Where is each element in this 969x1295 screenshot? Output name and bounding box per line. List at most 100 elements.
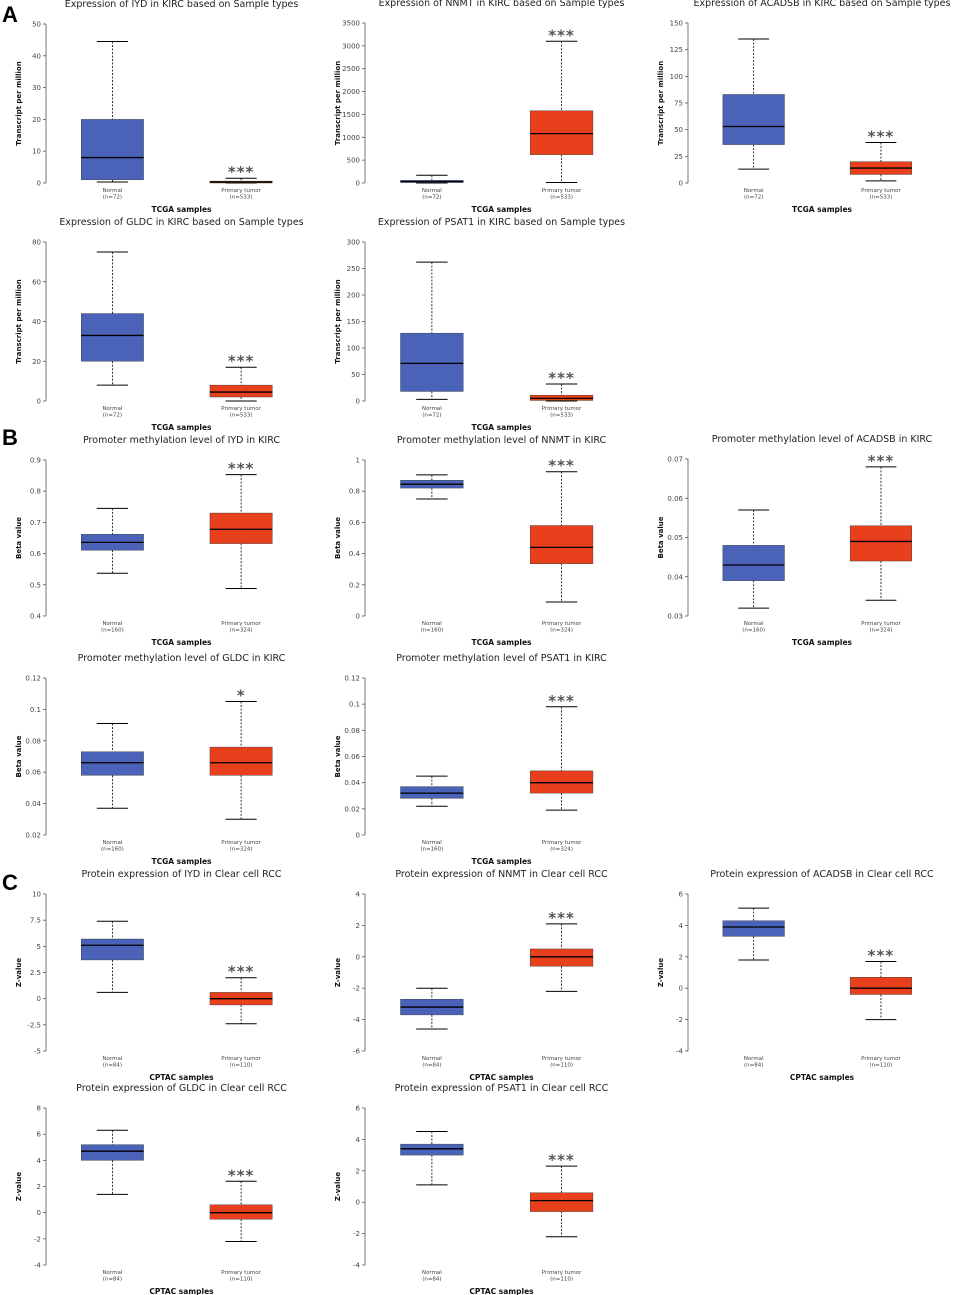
y-tick-label: 300 bbox=[347, 239, 360, 247]
category-label: Primary tumor bbox=[221, 1056, 261, 1062]
y-tick-label: 0.04 bbox=[344, 779, 360, 787]
iqr-box bbox=[209, 384, 273, 398]
y-tick-label: 0.06 bbox=[344, 753, 360, 761]
iqr-box bbox=[81, 938, 144, 961]
iqr-box bbox=[209, 746, 273, 776]
category-n: (n=84) bbox=[103, 1063, 122, 1069]
category-label: Primary tumor bbox=[221, 621, 261, 627]
category-n: (n=84) bbox=[422, 1063, 441, 1069]
y-tick-label: 3500 bbox=[342, 20, 360, 28]
category-n: (n=84) bbox=[744, 1063, 763, 1069]
box-normal bbox=[81, 920, 144, 993]
y-tick-label: 20 bbox=[32, 358, 41, 366]
category-label: Normal bbox=[422, 188, 442, 194]
box-normal bbox=[81, 40, 144, 183]
category-label: Normal bbox=[102, 188, 122, 194]
box-normal bbox=[722, 38, 785, 170]
significance-marker: *** bbox=[548, 369, 575, 387]
significance-marker: *** bbox=[868, 127, 895, 145]
y-tick-label: 0 bbox=[356, 398, 360, 406]
y-tick-label: 2 bbox=[37, 1183, 41, 1191]
category-label: Normal bbox=[422, 1270, 442, 1276]
y-tick-label: 2 bbox=[356, 1167, 360, 1175]
y-tick-label: 0 bbox=[356, 1199, 360, 1207]
chart-title: Promoter methylation level of NNMT in KI… bbox=[397, 435, 607, 446]
box-tumor bbox=[209, 366, 273, 402]
y-tick-label: 0 bbox=[356, 953, 360, 961]
x-axis-label: TCGA samples bbox=[151, 857, 212, 866]
category-label: Normal bbox=[102, 621, 122, 627]
chart-11: Protein expression of IYD in Clear cell … bbox=[15, 869, 282, 1082]
y-axis-label: Beta value bbox=[15, 735, 23, 777]
y-tick-label: 50 bbox=[351, 371, 360, 379]
y-tick-label: 50 bbox=[32, 21, 41, 29]
category-label: Primary tumor bbox=[221, 1270, 261, 1276]
box-tumor bbox=[209, 701, 273, 820]
chart-9: Promoter methylation level of GLDC in KI… bbox=[15, 653, 286, 866]
box-normal bbox=[722, 907, 785, 961]
y-tick-label: 0.6 bbox=[30, 550, 42, 558]
y-tick-label: 50 bbox=[674, 126, 683, 134]
y-tick-label: 60 bbox=[32, 278, 41, 286]
category-n: (n=160) bbox=[742, 628, 765, 634]
chart-title: Protein expression of NNMT in Clear cell… bbox=[395, 869, 608, 880]
y-tick-label: 2000 bbox=[342, 88, 360, 96]
box-normal bbox=[400, 987, 464, 1030]
box-normal bbox=[81, 507, 144, 574]
category-n: (n=160) bbox=[101, 628, 124, 634]
significance-marker: *** bbox=[228, 163, 255, 181]
y-tick-label: 6 bbox=[37, 1131, 42, 1139]
y-tick-label: -2 bbox=[676, 1016, 683, 1024]
y-axis-label: Z-value bbox=[657, 958, 665, 988]
iqr-box bbox=[400, 786, 464, 799]
significance-marker: *** bbox=[228, 460, 255, 478]
category-n: (n=160) bbox=[101, 847, 124, 853]
y-tick-label: 0.4 bbox=[349, 550, 361, 558]
x-axis-label: TCGA samples bbox=[151, 638, 212, 647]
category-n: (n=72) bbox=[422, 195, 441, 201]
y-tick-label: 4 bbox=[356, 891, 361, 899]
y-tick-label: -5 bbox=[34, 1048, 41, 1056]
y-axis-label: Transcript per million bbox=[657, 61, 665, 145]
iqr-box bbox=[849, 525, 912, 562]
y-tick-label: 0.12 bbox=[344, 675, 360, 683]
box-normal bbox=[400, 775, 464, 807]
chart-3: Expression of ACADSB in KIRC based on Sa… bbox=[657, 0, 951, 214]
category-n: (n=72) bbox=[422, 413, 441, 419]
y-axis-label: Z-value bbox=[15, 958, 23, 988]
y-tick-label: 0.12 bbox=[25, 675, 41, 683]
x-axis-label: TCGA samples bbox=[792, 638, 853, 647]
box-tumor bbox=[209, 1180, 273, 1242]
category-label: Normal bbox=[102, 1270, 122, 1276]
y-tick-label: 0.2 bbox=[349, 581, 360, 589]
y-tick-label: 0.04 bbox=[667, 573, 683, 581]
chart-title: Protein expression of IYD in Clear cell … bbox=[81, 869, 281, 880]
panel-label-a: A bbox=[2, 2, 18, 27]
significance-marker: *** bbox=[228, 963, 255, 981]
category-n: (n=110) bbox=[550, 1063, 573, 1069]
y-tick-label: 0.8 bbox=[349, 488, 360, 496]
y-tick-label: 100 bbox=[347, 345, 360, 353]
iqr-box bbox=[209, 512, 273, 544]
significance-marker: *** bbox=[548, 909, 575, 927]
category-label: Primary tumor bbox=[542, 406, 582, 412]
y-tick-label: 100 bbox=[670, 73, 683, 81]
y-tick-label: 30 bbox=[32, 84, 41, 92]
y-tick-label: 0.1 bbox=[30, 706, 41, 714]
y-tick-label: 0.7 bbox=[30, 519, 41, 527]
iqr-box bbox=[529, 948, 594, 967]
category-n: (n=533) bbox=[550, 413, 573, 419]
y-tick-label: 0.04 bbox=[25, 800, 41, 808]
box-tumor bbox=[529, 383, 594, 402]
box-normal bbox=[722, 509, 785, 609]
iqr-box bbox=[81, 751, 144, 776]
category-label: Normal bbox=[422, 621, 442, 627]
significance-marker: *** bbox=[228, 1166, 255, 1184]
box-normal bbox=[81, 723, 144, 809]
chart-title: Expression of PSAT1 in KIRC based on Sam… bbox=[378, 217, 625, 228]
significance-marker: *** bbox=[868, 947, 895, 965]
category-label: Primary tumor bbox=[861, 188, 901, 194]
y-tick-label: 7.5 bbox=[30, 917, 41, 925]
category-label: Normal bbox=[744, 621, 764, 627]
y-tick-label: 10 bbox=[32, 891, 41, 899]
